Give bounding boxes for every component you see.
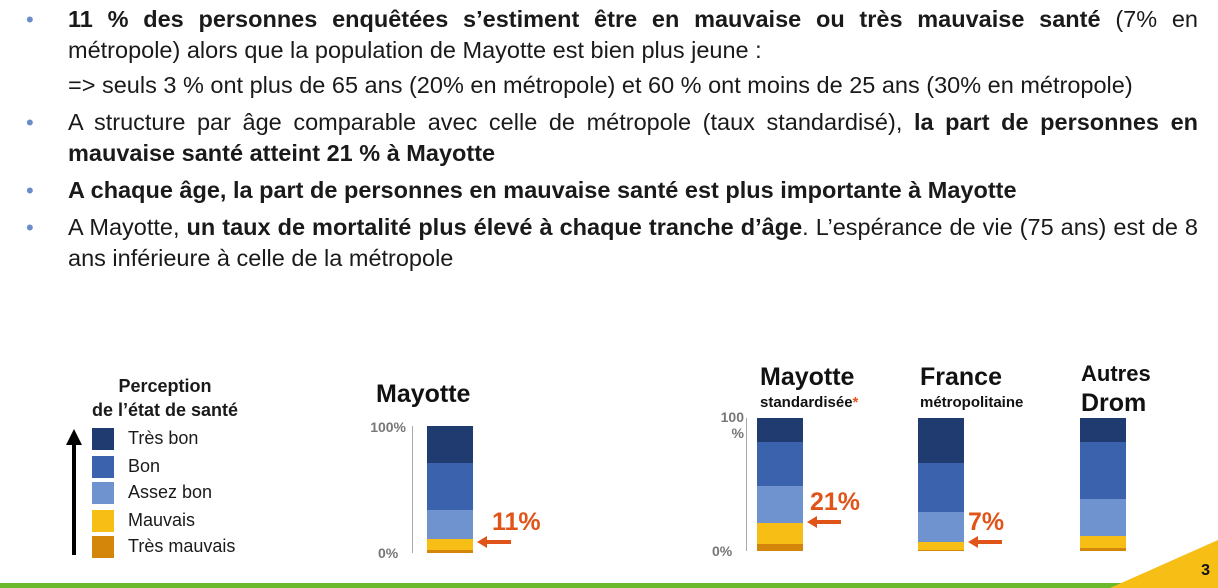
annotation-label: 21% <box>810 488 861 516</box>
arrow-left-icon <box>477 536 511 548</box>
tick-label: 100% <box>370 419 406 435</box>
legend-item: Très bon <box>92 426 199 451</box>
bar-segment <box>427 550 473 553</box>
bullet-4-bold: un taux de mortalité plus élevé à chaque… <box>186 214 803 240</box>
bar-segment <box>427 426 473 463</box>
bullet-item-1: 11 % des personnes enquêtées s’estiment … <box>26 4 1198 101</box>
legend-label: Mauvais <box>128 510 196 530</box>
annotation-label: 7% <box>968 508 1005 536</box>
legend-item: Très mauvais <box>92 534 236 559</box>
bar-segment <box>918 549 964 551</box>
bar-segment <box>1080 441 1126 500</box>
bar-segment <box>757 523 803 545</box>
bar-segment <box>757 544 803 551</box>
legend-swatch <box>92 428 114 451</box>
legend-item: Bon <box>92 454 161 479</box>
bar-segment <box>757 441 803 486</box>
legend-title-line1: Perception <box>118 376 212 396</box>
corner-triangle-icon <box>1110 540 1218 588</box>
arrow-left-icon <box>968 536 1002 548</box>
bullet-item-3: A chaque âge, la part de personnes en ma… <box>26 175 1198 206</box>
annotation-label: 11% <box>492 508 541 536</box>
bullet-item-2: A structure par âge comparable avec cell… <box>26 107 1198 169</box>
chart-subtitle-mark: * <box>852 394 859 411</box>
bar-segment <box>1080 499 1126 537</box>
page-number: 3 <box>1201 562 1210 579</box>
footer-bar <box>0 583 1218 588</box>
tick-label: 0% <box>378 545 399 561</box>
bullet-list: 11 % des personnes enquêtées s’estiment … <box>26 4 1198 280</box>
arrow-up-icon <box>66 429 82 555</box>
chart-subtitle-text: métropolitaine <box>920 394 1024 411</box>
y-axis-line <box>746 418 747 551</box>
bar-segment <box>918 512 964 542</box>
legend-label: Assez bon <box>128 482 213 502</box>
legend-label: Très bon <box>128 428 199 448</box>
bullet-4-rest: . L’espérance de vie (75 ans) est de 8 a… <box>68 214 1198 271</box>
bar-segment <box>1080 536 1126 549</box>
bullet-1-sub: => seuls 3 % ont plus de 65 ans (20% en … <box>68 72 1133 98</box>
tick-label: 0% <box>712 543 733 559</box>
bullet-2-bold: la part de personnes en mauvaise santé a… <box>68 109 1198 166</box>
legend-swatch <box>92 456 114 479</box>
legend-item: Assez bon <box>92 480 213 505</box>
tick-label: 100 % <box>720 409 744 441</box>
legend-swatch <box>92 536 114 559</box>
arrow-left-icon <box>807 516 841 528</box>
bar-segment <box>918 463 964 513</box>
chart-title: Mayotte <box>376 380 471 408</box>
bar-segment <box>427 462 473 510</box>
bar-segment <box>757 485 803 524</box>
bullet-3-bold: A chaque âge, la part de personnes en ma… <box>68 177 1017 203</box>
legend-label: Très mauvais <box>128 536 236 556</box>
legend-label: Bon <box>128 456 161 476</box>
bar-segment <box>757 418 803 442</box>
bar-segment <box>427 509 473 540</box>
chart-subtitle: métropolitaine <box>920 394 1023 411</box>
chart-title: Mayotte <box>760 363 855 391</box>
legend-swatch <box>92 482 114 505</box>
bullet-4-text: A Mayotte, <box>68 214 187 240</box>
bar-segment <box>1080 418 1126 442</box>
bullet-1-bold: 11 % des personnes enquêtées s’estiment … <box>68 6 1101 32</box>
bar-segment <box>918 418 964 464</box>
legend-swatch <box>92 510 114 533</box>
chart-title-line2: Drom <box>1081 389 1147 417</box>
bar-segment <box>1080 548 1126 551</box>
chart-title-line1: Autres <box>1081 361 1151 386</box>
legend-title-line2: de l’état de santé <box>91 400 239 420</box>
bar-segment <box>427 539 473 551</box>
bar-segment <box>918 541 964 550</box>
chart-subtitle: standardisée* <box>760 394 858 411</box>
bullet-item-4: A Mayotte, un taux de mortalité plus éle… <box>26 212 1198 274</box>
legend-title: Perception de l’état de santé <box>60 374 270 422</box>
chart-title: France <box>920 363 1002 391</box>
chart-subtitle-text: standardisée <box>760 394 853 411</box>
bullet-1-rest: (7% en métropole) alors que la populatio… <box>68 6 1198 63</box>
bullet-2-text: A structure par âge comparable avec cell… <box>68 109 914 135</box>
legend-item: Mauvais <box>92 508 196 533</box>
y-axis-line <box>412 426 413 553</box>
